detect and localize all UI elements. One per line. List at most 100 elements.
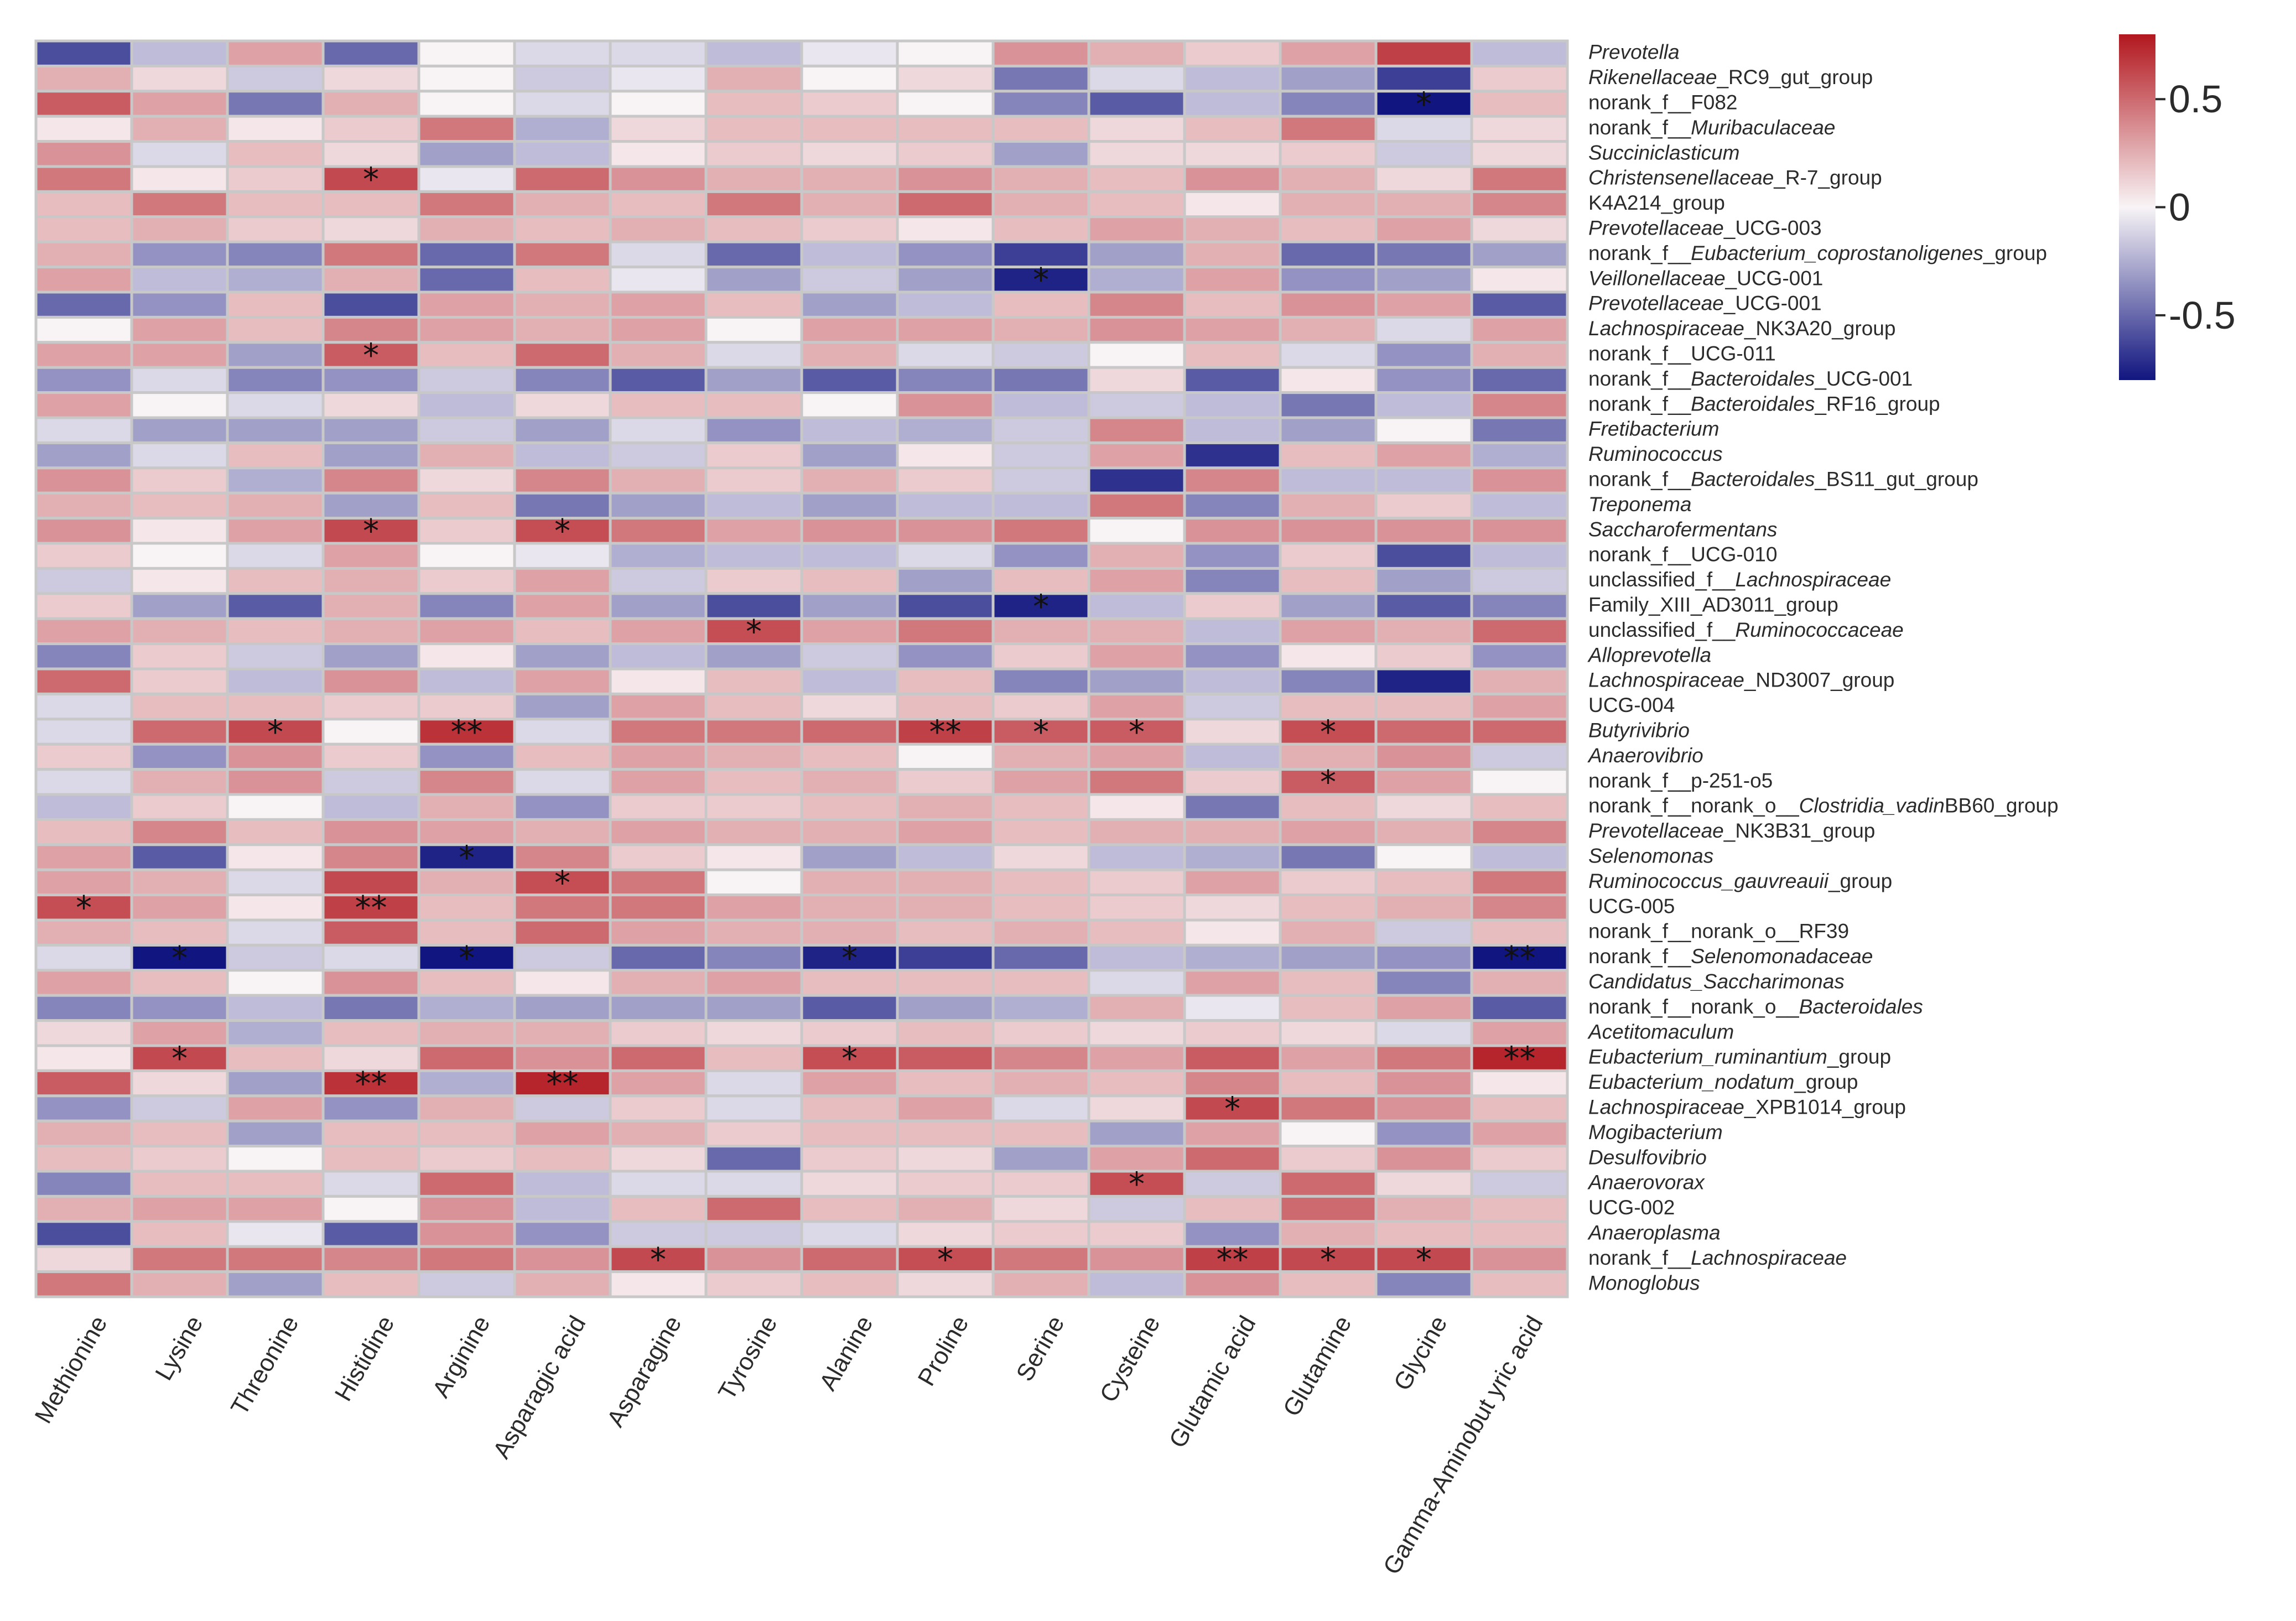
heatmap-cell xyxy=(1280,342,1376,367)
heatmap-cell xyxy=(515,694,610,719)
row-label: norank_f__Muribaculaceae xyxy=(1588,116,1835,139)
heatmap-cell xyxy=(706,493,802,518)
heatmap-cell xyxy=(610,518,706,543)
heatmap-cell xyxy=(1089,1021,1185,1046)
heatmap-cell xyxy=(1280,669,1376,694)
heatmap-cell xyxy=(706,217,802,242)
heatmap-cell xyxy=(1472,317,1567,342)
row-label: Mogibacterium xyxy=(1588,1121,1723,1144)
heatmap-cell xyxy=(1089,443,1185,467)
heatmap-cell xyxy=(610,568,706,593)
heatmap-cell xyxy=(227,543,323,568)
heatmap-cell xyxy=(993,669,1089,694)
heatmap-cell xyxy=(993,66,1089,91)
heatmap-cell xyxy=(419,41,515,66)
row-label: Christensenellaceae_R-7_group xyxy=(1588,167,1882,189)
heatmap-cell xyxy=(515,669,610,694)
heatmap-cell xyxy=(706,770,802,794)
heatmap-cell xyxy=(1376,317,1472,342)
heatmap-cell xyxy=(993,1096,1089,1121)
row-label: Eubacterium_nodatum_group xyxy=(1588,1071,1858,1093)
heatmap-cell xyxy=(515,1146,610,1171)
heatmap-cell xyxy=(610,920,706,945)
heatmap-cell xyxy=(1376,418,1472,443)
heatmap-cell xyxy=(132,568,227,593)
heatmap-cell xyxy=(1089,142,1185,167)
heatmap-cell xyxy=(227,920,323,945)
heatmap-cell xyxy=(36,945,132,970)
heatmap-cell xyxy=(1089,1071,1185,1095)
row-label: Anaerovorax xyxy=(1587,1171,1705,1194)
heatmap-cell xyxy=(1376,1121,1472,1146)
heatmap-cell xyxy=(1089,995,1185,1020)
heatmap-cell xyxy=(610,1096,706,1121)
heatmap-cell xyxy=(1376,267,1472,292)
heatmap-cell xyxy=(132,142,227,167)
heatmap-cell xyxy=(1185,1146,1280,1171)
row-label: UCG-004 xyxy=(1588,694,1675,716)
significance-marker: * xyxy=(1416,85,1432,123)
heatmap-cell xyxy=(36,1021,132,1046)
row-label: Candidatus_Saccharimonas xyxy=(1588,970,1845,993)
heatmap-cell xyxy=(419,1071,515,1095)
heatmap-cell xyxy=(802,644,897,669)
heatmap-cell xyxy=(802,694,897,719)
heatmap-cell xyxy=(897,568,993,593)
heatmap-cell xyxy=(323,242,419,267)
heatmap-cell xyxy=(897,41,993,66)
heatmap-cell xyxy=(1185,594,1280,619)
heatmap-cell xyxy=(515,292,610,317)
heatmap-cell xyxy=(227,1171,323,1196)
significance-marker: ** xyxy=(1504,1040,1536,1077)
heatmap-cell xyxy=(227,217,323,242)
heatmap-cell xyxy=(227,995,323,1020)
heatmap-cell xyxy=(1089,1222,1185,1246)
heatmap-cell xyxy=(419,191,515,216)
heatmap-cell xyxy=(1089,920,1185,945)
heatmap-cell xyxy=(802,1272,897,1297)
heatmap-cell xyxy=(706,367,802,392)
heatmap-cell xyxy=(419,393,515,418)
heatmap-cell xyxy=(1089,594,1185,619)
row-label: norank_f__Selenomonadaceae xyxy=(1588,945,1873,968)
heatmap-cell xyxy=(802,418,897,443)
heatmap-cell xyxy=(419,895,515,920)
heatmap-cell xyxy=(706,1096,802,1121)
heatmap-cell xyxy=(897,594,993,619)
significance-marker: * xyxy=(1416,1240,1432,1278)
heatmap-cell xyxy=(610,66,706,91)
heatmap-cell xyxy=(1089,970,1185,995)
heatmap-cell xyxy=(515,267,610,292)
heatmap-cell xyxy=(36,66,132,91)
heatmap-cell xyxy=(1472,367,1567,392)
heatmap-cell xyxy=(419,1272,515,1297)
heatmap-cell xyxy=(1472,1146,1567,1171)
heatmap-cell xyxy=(132,1096,227,1121)
heatmap-cell xyxy=(1280,418,1376,443)
heatmap-cell xyxy=(1472,694,1567,719)
heatmap-cell xyxy=(610,594,706,619)
heatmap-cell xyxy=(132,518,227,543)
heatmap-cell xyxy=(1089,1246,1185,1271)
heatmap-cell xyxy=(610,870,706,895)
heatmap-cell xyxy=(227,1272,323,1297)
heatmap-cell xyxy=(802,317,897,342)
row-label: Ruminococcus xyxy=(1588,443,1723,465)
heatmap-cell xyxy=(227,794,323,819)
heatmap-cell xyxy=(132,794,227,819)
heatmap-cell xyxy=(993,317,1089,342)
heatmap-cell xyxy=(515,443,610,467)
heatmap-cell xyxy=(132,1146,227,1171)
heatmap-cell xyxy=(897,167,993,191)
heatmap-cell xyxy=(1185,945,1280,970)
heatmap-cell xyxy=(1472,644,1567,669)
heatmap-cell xyxy=(515,1021,610,1046)
heatmap-cell xyxy=(993,644,1089,669)
heatmap-cell xyxy=(1185,870,1280,895)
heatmap-cell xyxy=(1185,493,1280,518)
significance-marker: ** xyxy=(355,1065,387,1103)
heatmap-cell xyxy=(36,367,132,392)
row-label: Eubacterium_ruminantium_group xyxy=(1588,1046,1891,1068)
heatmap-cell xyxy=(419,468,515,493)
row-label: norank_f__Bacteroidales_UCG-001 xyxy=(1588,367,1913,390)
